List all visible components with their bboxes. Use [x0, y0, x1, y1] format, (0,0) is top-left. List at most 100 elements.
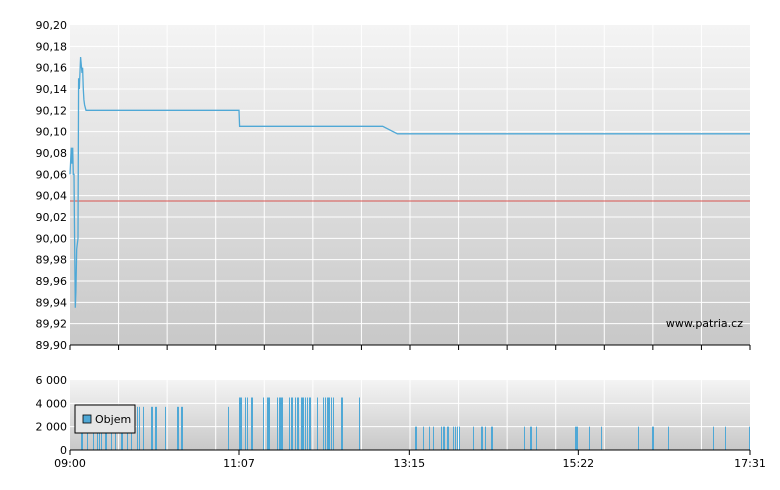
legend-swatch [82, 414, 92, 424]
volume-bar [297, 397, 299, 450]
volume-bar [536, 426, 537, 450]
volume-bar [139, 406, 140, 450]
price-y-tick-label: 90,10 [36, 126, 68, 139]
volume-bar [247, 397, 248, 450]
volume-y-tick-label: 0 [60, 444, 67, 457]
volume-bar [307, 397, 308, 450]
price-y-tick-label: 90,06 [36, 168, 68, 181]
watermark: www.patria.cz [666, 317, 743, 330]
volume-bar [441, 426, 442, 450]
volume-y-tick-label: 6 000 [36, 374, 68, 387]
volume-bar [279, 397, 281, 450]
volume-bar [423, 426, 424, 450]
volume-bar [303, 397, 304, 450]
volume-bar [177, 406, 179, 450]
volume-y-tick-label: 2 000 [36, 421, 68, 434]
volume-grid [70, 380, 750, 450]
x-tick-label: 15:22 [562, 457, 594, 470]
volume-bar [251, 397, 253, 450]
price-y-tick-label: 89,96 [36, 275, 68, 288]
volume-bar [457, 426, 458, 450]
volume-bar [575, 426, 577, 450]
price-y-tick-label: 89,94 [36, 296, 68, 309]
volume-bar [359, 397, 360, 450]
volume-bar [589, 426, 590, 450]
volume-bar [239, 397, 241, 450]
volume-bar [725, 426, 726, 450]
volume-bar [481, 426, 483, 450]
volume-bar [269, 397, 270, 450]
price-y-tick-label: 90,14 [36, 83, 68, 96]
volume-bar [291, 397, 293, 450]
volume-bar [459, 426, 460, 450]
volume-bar [577, 426, 578, 450]
volume-bar [455, 426, 456, 450]
volume-bar [267, 397, 269, 450]
volume-bar [228, 406, 229, 450]
x-tick-label: 09:00 [54, 457, 86, 470]
volume-bar [453, 426, 454, 450]
volume-x-axis: 09:00 11:07 13:15 15:22 17:31 [54, 450, 766, 470]
legend-label: Objem [95, 413, 131, 426]
volume-bar [415, 426, 417, 450]
price-y-tick-label: 90,02 [36, 211, 68, 224]
volume-bar [327, 397, 329, 450]
volume-bar [317, 397, 318, 450]
volume-bar [524, 426, 525, 450]
volume-bar [447, 426, 449, 450]
x-tick-label: 11:07 [223, 457, 255, 470]
price-y-axis: 90,20 90,18 90,16 90,14 90,12 90,10 90,08 90,06… [36, 19, 68, 352]
price-y-tick-label: 89,90 [36, 339, 68, 352]
volume-bar [263, 397, 264, 450]
volume-bar [668, 426, 669, 450]
volume-bar [289, 397, 290, 450]
volume-bar [151, 406, 153, 450]
volume-bar [329, 397, 330, 450]
volume-bar [433, 426, 434, 450]
volume-bar [530, 426, 532, 450]
price-y-tick-label: 90,12 [36, 104, 68, 117]
volume-bar [309, 397, 311, 450]
volume-bar [181, 406, 183, 450]
volume-bar [301, 397, 303, 450]
volume-bar [638, 426, 639, 450]
volume-bar [305, 397, 306, 450]
volume-bar [155, 406, 157, 450]
volume-bar [245, 397, 246, 450]
price-y-tick-label: 90,08 [36, 147, 68, 160]
price-x-axis-ticks [69, 345, 751, 350]
volume-bar [485, 426, 486, 450]
volume-bar [165, 406, 166, 450]
volume-bar [331, 397, 332, 450]
volume-bar [491, 426, 493, 450]
price-y-tick-label: 89,92 [36, 318, 68, 331]
volume-bar [333, 397, 334, 450]
price-y-tick-label: 89,98 [36, 254, 68, 267]
volume-bar [143, 406, 144, 450]
price-y-tick-label: 90,16 [36, 62, 68, 75]
volume-bar [325, 397, 326, 450]
volume-bar [601, 426, 602, 450]
volume-y-tick-label: 4 000 [36, 397, 68, 410]
price-y-tick-label: 90,18 [36, 40, 68, 53]
volume-bar [281, 397, 283, 450]
price-y-tick-label: 90,04 [36, 190, 68, 203]
volume-bar [749, 426, 750, 450]
price-y-tick-label: 90,00 [36, 232, 68, 245]
price-y-tick-label: 90,20 [36, 19, 68, 32]
volume-legend: Objem [74, 404, 136, 434]
volume-bar [713, 426, 714, 450]
volume-bar [241, 397, 242, 450]
volume-bar [137, 406, 138, 450]
price-series-line [69, 56, 750, 308]
price-grid [70, 25, 750, 345]
volume-bar [429, 426, 430, 450]
volume-bar [341, 397, 343, 450]
x-tick-label: 13:15 [393, 457, 425, 470]
volume-y-axis: 0 2 000 4 000 6 000 [36, 374, 68, 457]
volume-bar [295, 397, 296, 450]
volume-bar [473, 426, 474, 450]
volume-bar [652, 426, 654, 450]
